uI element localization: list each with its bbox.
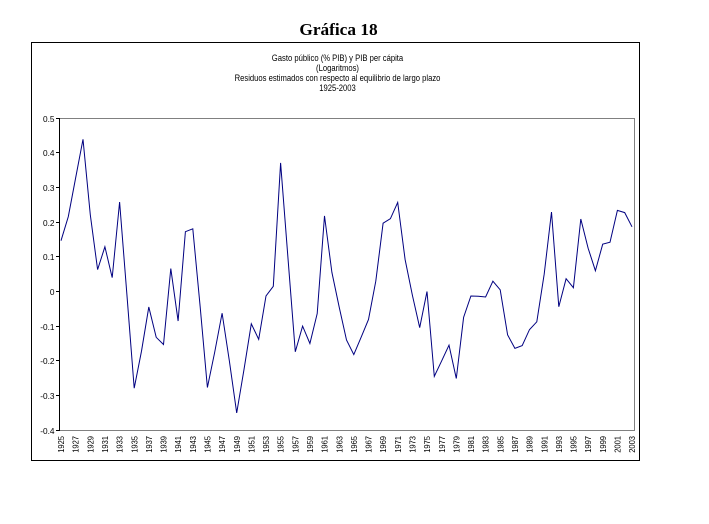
svg-text:1963: 1963	[335, 435, 344, 452]
svg-text:1961: 1961	[321, 435, 330, 452]
svg-text:1977: 1977	[438, 435, 447, 452]
svg-text:1987: 1987	[511, 435, 520, 452]
svg-text:1951: 1951	[247, 435, 256, 452]
svg-text:1983: 1983	[482, 435, 491, 452]
svg-text:1981: 1981	[467, 435, 476, 452]
svg-text:1941: 1941	[174, 435, 183, 452]
svg-text:1957: 1957	[291, 435, 300, 452]
svg-text:1969: 1969	[379, 435, 388, 452]
svg-text:1975: 1975	[423, 435, 432, 452]
svg-text:1967: 1967	[365, 435, 374, 452]
svg-text:1989: 1989	[526, 435, 535, 452]
svg-text:1965: 1965	[350, 435, 359, 452]
svg-text:1943: 1943	[189, 435, 198, 452]
svg-text:1937: 1937	[145, 435, 154, 452]
svg-text:1925: 1925	[57, 435, 66, 452]
svg-text:2001: 2001	[614, 435, 623, 452]
svg-text:1995: 1995	[570, 435, 579, 452]
svg-text:1955: 1955	[277, 435, 286, 452]
svg-text:1927: 1927	[72, 435, 81, 452]
svg-text:1929: 1929	[86, 435, 95, 452]
svg-text:2003: 2003	[628, 435, 637, 452]
svg-text:1999: 1999	[599, 435, 608, 452]
svg-text:1991: 1991	[540, 435, 549, 452]
svg-text:1947: 1947	[218, 435, 227, 452]
svg-text:1959: 1959	[306, 435, 315, 452]
svg-text:1945: 1945	[204, 435, 213, 452]
svg-text:1979: 1979	[452, 435, 461, 452]
svg-text:1933: 1933	[116, 435, 125, 452]
svg-text:1931: 1931	[101, 435, 110, 452]
svg-text:1935: 1935	[130, 435, 139, 452]
svg-text:1953: 1953	[262, 435, 271, 452]
svg-text:1949: 1949	[233, 435, 242, 452]
svg-text:1985: 1985	[496, 435, 505, 452]
svg-text:1939: 1939	[160, 435, 169, 452]
svg-text:1971: 1971	[394, 435, 403, 452]
svg-text:1993: 1993	[555, 435, 564, 452]
svg-text:1973: 1973	[409, 435, 418, 452]
svg-text:1997: 1997	[584, 435, 593, 452]
